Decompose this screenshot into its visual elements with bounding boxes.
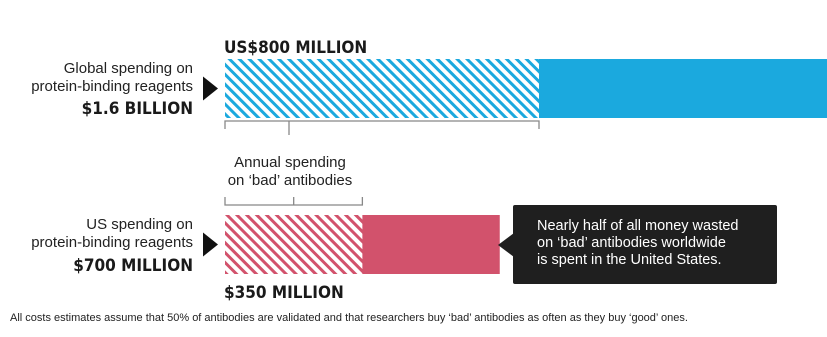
global-pointer-triangle [203, 76, 218, 101]
global-label-line1: Global spending on [63, 60, 193, 77]
global-spending-label: Global spending on protein-binding reage… [0, 60, 193, 96]
annotation-line1: Annual spending [234, 154, 346, 171]
callout-line1: Nearly half of all money wasted [537, 218, 739, 234]
us-spending-label: US spending on protein-binding reagents [0, 216, 193, 252]
us-total-label: $700 MILLION [73, 256, 193, 276]
callout-pointer [498, 233, 514, 257]
global-total-label: $1.6 BILLION [81, 99, 193, 119]
bad-antibodies-annotation: Annual spending on ‘bad’ antibodies [195, 154, 385, 190]
callout-line3: is spent in the United States. [537, 252, 722, 268]
global-bracket [224, 120, 540, 129]
us-label-line2: protein-binding reagents [31, 234, 193, 251]
callout-line2: on ‘bad’ antibodies worldwide [537, 235, 726, 251]
us-pointer-triangle [203, 232, 218, 257]
global-bad-antibodies-bar [225, 59, 539, 118]
footnote: All costs estimates assume that 50% of a… [10, 312, 688, 324]
global-label-line2: protein-binding reagents [31, 78, 193, 95]
callout-box: Nearly half of all money wasted on ‘bad’… [513, 205, 777, 284]
callout-text: Nearly half of all money wasted on ‘bad’… [537, 218, 769, 269]
us-bad-antibodies-bar [225, 215, 363, 274]
annotation-line2: on ‘bad’ antibodies [227, 172, 353, 189]
us-label-line1: US spending on [86, 216, 193, 233]
clipped-header-fragment [330, 0, 827, 5]
us-bad-value-label: $350 MILLION [224, 283, 344, 303]
global-bad-value-label: US$800 MILLION [224, 38, 368, 58]
